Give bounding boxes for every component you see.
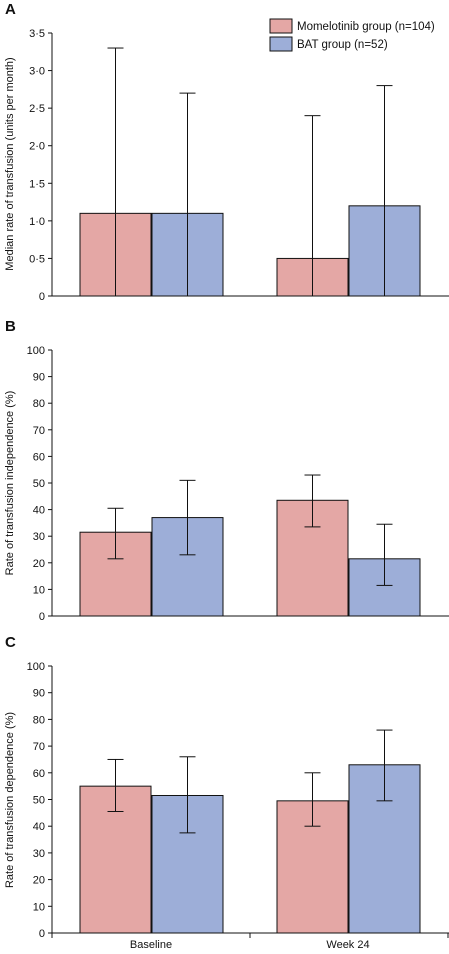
legend-swatch [269,18,293,34]
y-tick-label: 60 [33,451,45,463]
y-tick-label: 30 [33,531,45,543]
y-tick-label: 100 [27,345,45,357]
y-tick-label: 80 [33,714,45,726]
y-tick-label: 0 [39,291,45,303]
y-tick-label: 40 [33,821,45,833]
y-tick-label: 20 [33,558,45,570]
y-tick-label: 0·5 [29,253,45,265]
panel-label: A [5,1,16,18]
y-axis-label: Rate of transfusion dependence (%) [4,712,16,888]
chart-panel-a: A Median rate of transfusion (units per m… [4,1,449,303]
legend-entry: BAT group (n=52) [297,39,388,51]
y-tick-label: 3·0 [29,66,45,78]
y-tick-label: 70 [33,425,45,437]
y-tick-label: 10 [33,901,45,913]
y-axis-label: Rate of transfusion independence (%) [4,391,16,576]
y-tick-label: 90 [33,372,45,384]
y-tick-label: 50 [33,795,45,807]
y-tick-label: 70 [33,741,45,753]
y-tick-label: 30 [33,848,45,860]
bar-bat-week-24 [348,558,421,617]
y-tick-label: 100 [27,661,45,673]
chart-panel-b: B Rate of transfusion independence (%) 0 10… [4,318,449,623]
y-tick-label: 90 [33,688,45,700]
panel-label: B [5,318,16,335]
y-tick-label: 1·0 [29,216,45,228]
y-tick-label: 1·5 [29,178,45,190]
y-tick-label: 20 [33,875,45,887]
y-tick-label: 40 [33,505,45,517]
y-tick-label: 10 [33,584,45,596]
chart-panel-c: C Rate of transfusion dependence (%) 0 10 20… [4,634,449,940]
y-tick-label: 0 [39,928,45,940]
y-tick-label: 2·0 [29,141,45,153]
panel-label: C [5,634,16,651]
y-tick-label: 3·5 [29,28,45,40]
legend-swatch [269,36,293,52]
legend-entry: Momelotinib group (n=104) [297,21,435,33]
x-category-label: Week 24 [326,939,369,951]
y-tick-label: 0 [39,611,45,623]
x-category-label: Baseline [130,939,172,951]
y-tick-label: 80 [33,398,45,410]
legend: Momelotinib group (n=104) BAT group (n=52… [269,18,435,52]
y-tick-label: 50 [33,478,45,490]
y-tick-label: 60 [33,768,45,780]
y-tick-label: 2·5 [29,103,45,115]
y-axis-label: Median rate of transfusion (units per mo… [4,57,16,270]
